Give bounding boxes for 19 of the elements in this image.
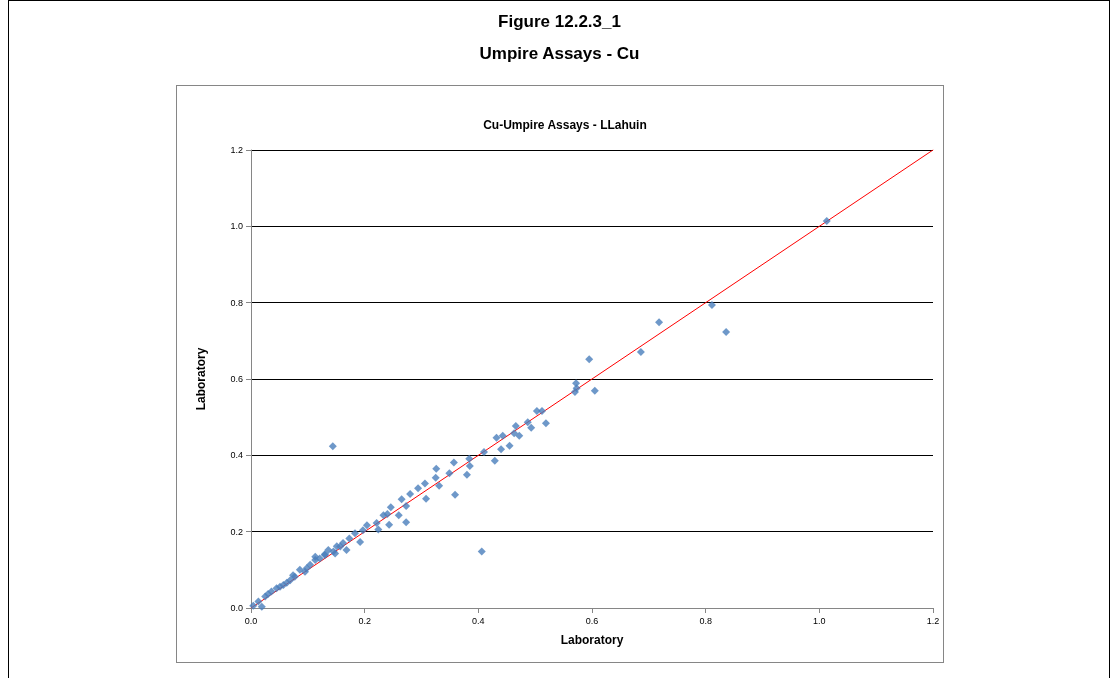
y-tick-label: 1.2	[230, 145, 243, 155]
y-tick-label: 0.0	[230, 603, 243, 613]
x-tick-label: 0.8	[699, 615, 712, 626]
x-tick-label: 1.2	[926, 615, 940, 626]
x-tick-label: 0.4	[472, 615, 485, 626]
x-tick-label: 1.0	[813, 615, 826, 626]
chart-title: Figure 12.2.3_1	[498, 12, 621, 31]
chart-subtitle: Umpire Assays - Cu	[479, 44, 640, 63]
x-tick-label: 0.6	[585, 615, 599, 626]
x-tick-label: 0.2	[358, 615, 371, 626]
x-axis-title: Laboratory	[560, 633, 624, 647]
text: Cu-Umpire Assays - LLahuin	[483, 118, 647, 132]
y-tick-label: 0.6	[230, 374, 243, 384]
y-tick-label: 1.0	[230, 221, 243, 232]
y-tick-label: 0.4	[230, 450, 243, 461]
y-tick-label: 0.8	[230, 297, 243, 308]
x-tick-label: 0.0	[244, 615, 258, 626]
y-tick-label: 0.2	[230, 526, 243, 537]
y-axis-title: Laboratory	[194, 347, 208, 411]
